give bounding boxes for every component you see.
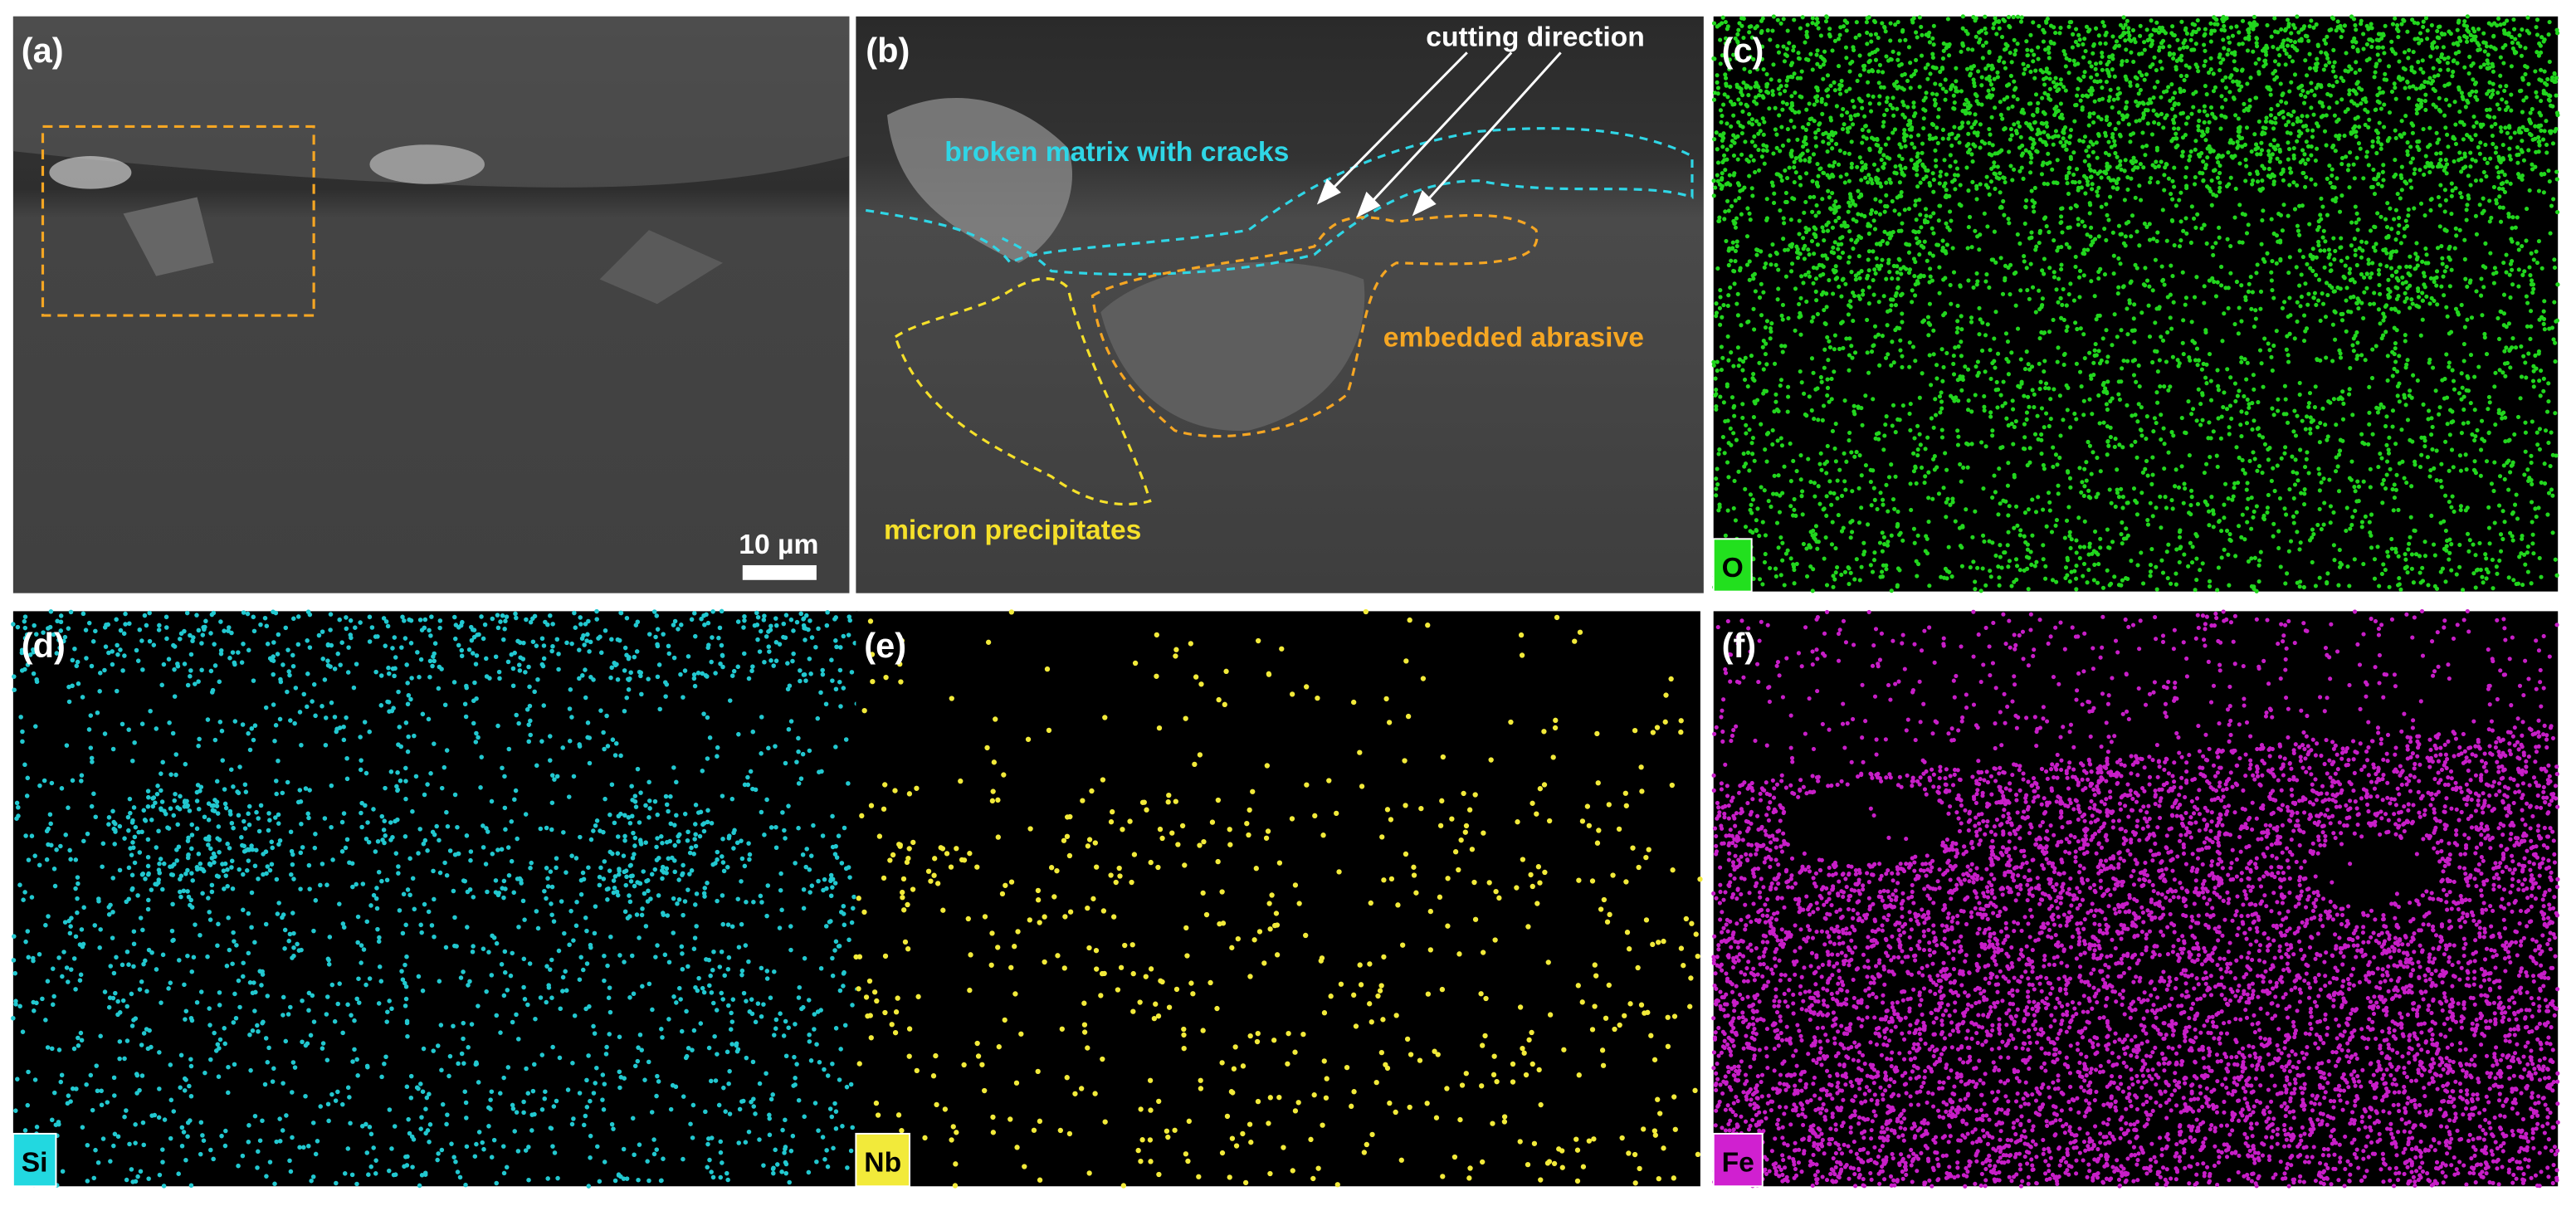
panel-label: (b) <box>866 31 910 70</box>
bright-feature <box>49 156 132 189</box>
eds-map-panel: (c) O <box>1711 14 2560 593</box>
element-label: Fe <box>1722 1147 1754 1178</box>
arrow-head <box>1316 178 1341 205</box>
scale-bar-label: 10 µm <box>739 530 818 560</box>
bright-feature <box>369 144 485 184</box>
arrow <box>1422 51 1562 207</box>
precipitate-outline <box>893 277 1152 506</box>
annotation: broken matrix with cracks <box>944 137 1289 168</box>
eds-map-panel: (f) Fe <box>1711 608 2560 1189</box>
panel-label: (c) <box>1722 31 1764 70</box>
arrow <box>1326 51 1468 195</box>
map-background <box>856 611 1700 1187</box>
element-dots <box>1711 608 2560 1189</box>
matrix-outline <box>865 127 1694 276</box>
element-label: O <box>1722 553 1744 583</box>
element-label-box <box>12 1132 57 1188</box>
eds-maps: (c) O (d) Si (e) Nb (f) Fe <box>11 14 2560 1189</box>
element-dots <box>853 608 1703 1189</box>
eds-map-panel: (d) Si <box>11 608 860 1189</box>
annotation: cutting direction <box>1426 22 1645 52</box>
arrow <box>1365 51 1513 208</box>
annotation: embedded abrasive <box>1383 323 1644 354</box>
element-label-box <box>855 1132 911 1188</box>
arrow-head <box>1356 191 1381 218</box>
panel-b: cutting direction broken matrix with cra… <box>856 16 1704 593</box>
panel-label: (a) <box>22 31 64 70</box>
element-dots <box>11 608 860 1189</box>
eds-map-panel: (e) Nb <box>853 608 1703 1189</box>
scale-bar <box>742 564 817 580</box>
broken-matrix <box>886 97 1073 263</box>
element-label-box <box>1712 1132 1764 1188</box>
abrasive-particle <box>599 230 724 305</box>
cutting-arrows <box>1316 51 1562 218</box>
abrasive-particle <box>123 197 214 276</box>
panel-a: 10 µm (a) <box>12 16 850 593</box>
abrasive-outline <box>1090 213 1539 438</box>
zoom-box <box>41 125 315 317</box>
arrow-head <box>1412 189 1437 217</box>
panel-label: (e) <box>864 626 906 665</box>
abrasive-particle <box>1100 261 1365 432</box>
panel-label: (f) <box>1722 626 1757 665</box>
element-label-box <box>1712 538 1753 593</box>
element-label: Si <box>22 1147 48 1178</box>
element-dots <box>1711 14 2560 593</box>
element-label: Nb <box>864 1147 901 1178</box>
rough-zone <box>12 16 850 188</box>
panel-label: (d) <box>22 626 66 665</box>
annotation: micron precipitates <box>884 515 1141 545</box>
